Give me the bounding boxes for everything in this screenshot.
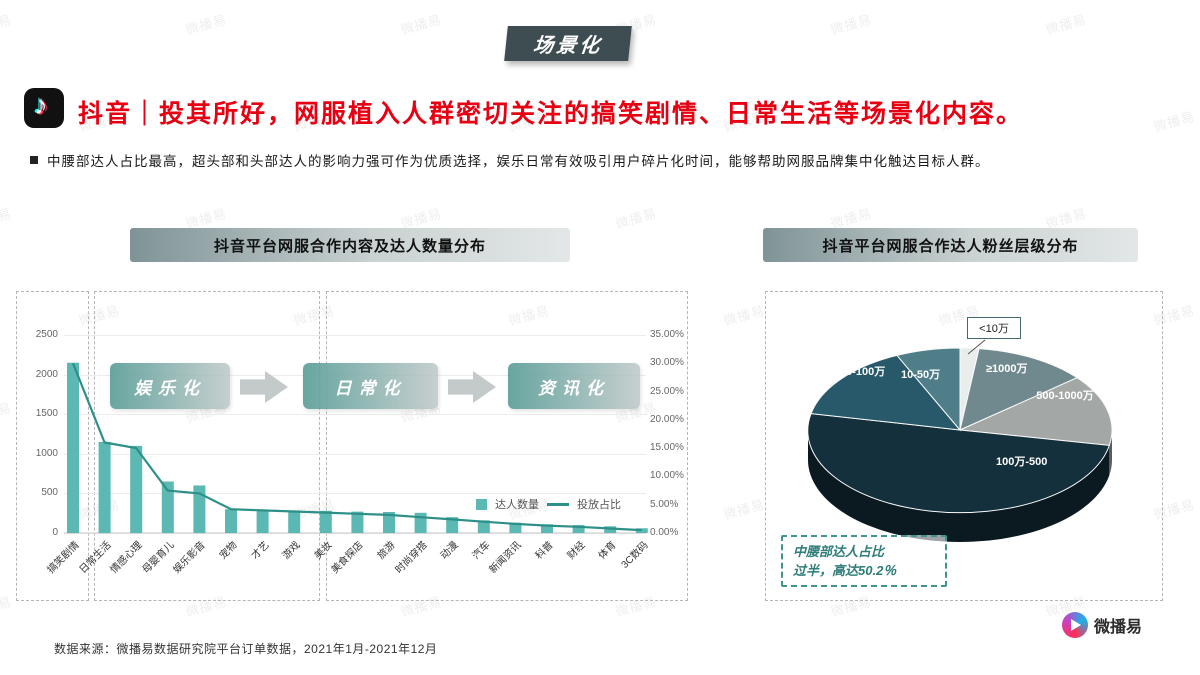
legend-bar-swatch-icon <box>476 498 487 510</box>
pie-slice-label: ≥1000万 <box>986 363 1028 375</box>
brand-logo: 微播易 <box>1062 612 1142 638</box>
right-axis-tick: 35.00% <box>650 329 684 340</box>
watermark: 微播易 <box>0 399 14 426</box>
stage-pill-daily: 日常化 <box>303 363 438 409</box>
right-axis-tick: 0.00% <box>650 527 679 538</box>
left-chart-title: 抖音平台网服合作内容及达人数量分布 <box>130 228 570 262</box>
left-axis-tick: 1500 <box>35 408 58 420</box>
gridline <box>64 493 646 495</box>
pie-slice-label: 100万-500 <box>996 456 1048 468</box>
douyin-logo-icon: ♪ ♪ ♪ <box>24 88 64 128</box>
section-badge-label: 场景化 <box>532 35 604 57</box>
summary-bullet-text: 中腰部达人占比最高，超头部和头部达人的影响力强可作为优质选择，娱乐日常有效吸引用… <box>47 154 990 169</box>
pie-slice-label: 500-1000万 <box>1036 390 1094 402</box>
legend-line-swatch-icon <box>547 502 569 506</box>
stage-pill-info: 资讯化 <box>508 363 640 409</box>
right-axis-tick: 25.00% <box>650 385 684 397</box>
pie-annotation: 中腰部达人占比 过半，高达50.2％ <box>781 535 947 587</box>
section-badge: 场景化 <box>504 26 632 61</box>
watermark: 微播易 <box>614 205 659 232</box>
left-axis-tick: 500 <box>41 487 58 499</box>
summary-bullet: 中腰部达人占比最高，超头部和头部达人的影响力强可作为优质选择，娱乐日常有效吸引用… <box>30 150 990 170</box>
chart-legend: 达人数量 投放占比 <box>476 496 621 512</box>
pie-annotation-line2: 过半，高达50.2％ <box>793 563 897 578</box>
watermark: 微播易 <box>1044 11 1089 38</box>
pie-slice-label: 50-100万 <box>840 366 886 378</box>
pie-chart-box <box>765 291 1163 601</box>
gridline <box>64 335 646 336</box>
left-axis-tick: 2000 <box>35 368 58 380</box>
watermark: 微播易 <box>0 11 14 38</box>
brand-name: 微播易 <box>1094 619 1143 636</box>
watermark: 微播易 <box>1152 108 1197 135</box>
gridline <box>64 533 646 534</box>
note-glyph-red: ♪ <box>36 91 50 121</box>
watermark: 微播易 <box>399 11 444 38</box>
right-axis-tick: 5.00% <box>650 498 679 510</box>
data-source-note: 数据来源：微播易数据研究院平台订单数据，2021年1月-2021年12月 <box>54 642 438 656</box>
stage-pill-entertainment: 娱乐化 <box>110 363 230 409</box>
pie-callout-under-100k: <10万 <box>967 317 1021 339</box>
right-axis-tick: 30.00% <box>650 357 684 369</box>
gridline <box>64 414 646 416</box>
right-chart-title: 抖音平台网服合作达人粉丝层级分布 <box>763 228 1138 262</box>
watermark: 微播易 <box>722 496 767 523</box>
right-axis-tick: 15.00% <box>650 442 684 454</box>
watermark: 微播易 <box>829 11 874 38</box>
legend-line-label: 投放占比 <box>577 499 621 511</box>
right-axis-tick: 10.00% <box>650 470 684 482</box>
watermark: 微播易 <box>184 11 229 38</box>
note-glyph-cyan: ♪ <box>32 89 46 119</box>
right-axis-tick: 20.00% <box>650 413 684 425</box>
pie-annotation-line1: 中腰部达人占比 <box>793 544 885 559</box>
watermark: 微播易 <box>0 593 14 620</box>
left-axis-tick: 0 <box>52 527 58 538</box>
watermark: 微播易 <box>0 205 14 232</box>
left-axis-tick: 2500 <box>35 329 58 340</box>
bullet-square-icon <box>30 156 38 164</box>
note-glyph-white: ♪ <box>34 90 48 120</box>
pie-slice-label: 10-50万 <box>901 369 941 381</box>
watermark: 微播易 <box>722 302 767 329</box>
legend-bar-label: 达人数量 <box>495 499 539 511</box>
left-axis-tick: 1000 <box>35 447 58 459</box>
weiboyi-play-icon <box>1062 612 1088 638</box>
page-title: 抖音｜投其所好，网服植入人群密切关注的搞笑剧情、日常生活等场景化内容。 <box>78 100 1024 128</box>
gridline <box>64 453 646 455</box>
